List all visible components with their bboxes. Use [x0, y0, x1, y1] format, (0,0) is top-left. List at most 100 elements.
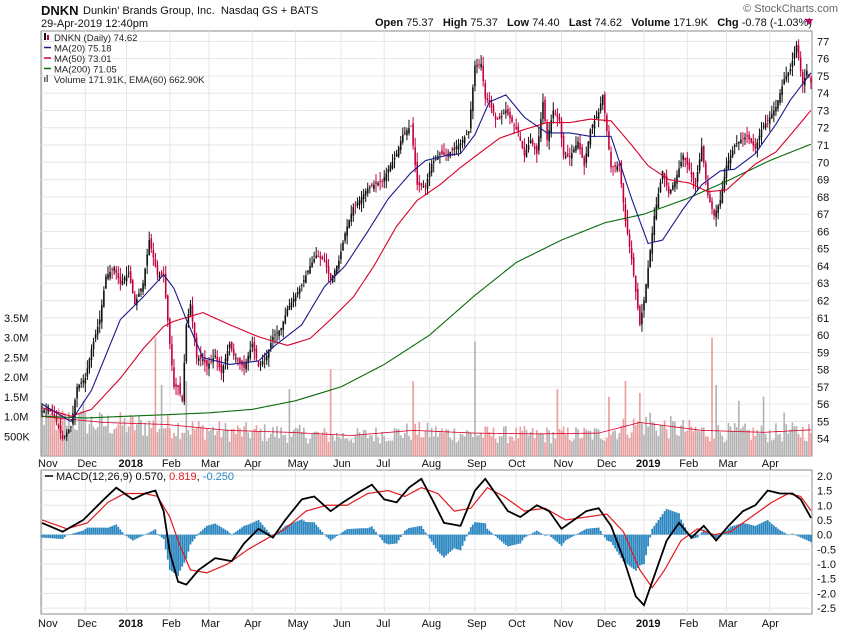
candle-body: [486, 97, 489, 101]
chg-value: -0.78 (-1.03%): [741, 17, 812, 29]
volume-bar: [441, 428, 443, 456]
candle-body: [707, 181, 709, 196]
volume-bar: [490, 436, 493, 456]
volume-bar: [707, 436, 709, 456]
volume-bar: [395, 428, 398, 456]
volume-bar: [311, 434, 313, 456]
company-name: Dunkin' Brands Group, Inc.: [83, 5, 215, 17]
candle-body: [185, 324, 188, 362]
macd-x-tick-label: Apr: [762, 618, 779, 630]
macd-histogram-bar: [127, 534, 130, 538]
candle-body: [606, 115, 608, 132]
volume-bar: [622, 418, 625, 456]
candle-body: [733, 145, 736, 147]
volume-bar: [389, 440, 392, 456]
macd-histogram-bar: [245, 525, 248, 535]
macd-histogram-bar: [370, 526, 373, 535]
candle-body: [426, 179, 429, 189]
macd-histogram-bar: [649, 534, 652, 538]
volume-bar: [158, 428, 161, 456]
candle-body: [399, 140, 402, 150]
macd-histogram-bar: [381, 534, 384, 541]
volume-bar: [474, 341, 476, 456]
volume-bar: [799, 437, 802, 456]
volume-bar: [88, 423, 91, 456]
x-tick-label: 2018: [119, 458, 143, 470]
volume-bar: [70, 430, 72, 456]
macd-x-tick-label: Feb: [679, 618, 698, 630]
macd-histogram-bar: [325, 534, 328, 537]
macd-histogram-bar: [599, 530, 602, 535]
macd-histogram-bar: [88, 527, 91, 535]
macd-histogram-bar: [476, 522, 478, 535]
candle-body: [111, 269, 113, 271]
macd-x-tick-label: 2018: [119, 618, 143, 630]
macd-histogram-bar: [94, 527, 97, 535]
volume-bar: [505, 426, 507, 456]
macd-histogram-bar: [416, 526, 419, 535]
candle-body: [589, 129, 592, 145]
volume-bar: [193, 429, 196, 456]
volume-bar: [437, 436, 439, 456]
macd-histogram-bar: [507, 534, 509, 547]
macd-histogram-bar: [756, 524, 759, 535]
macd-histogram-bar: [185, 534, 188, 559]
volume-bar: [432, 436, 435, 456]
volume-bar: [593, 428, 596, 456]
macd-histogram-bar: [612, 534, 614, 546]
high-label: High: [442, 17, 468, 29]
candle-body: [158, 274, 161, 278]
macd-histogram-bar: [113, 525, 116, 535]
volume-bar: [725, 440, 728, 456]
candle-body: [509, 111, 511, 119]
candle-body: [105, 276, 107, 289]
candle-body: [482, 65, 484, 82]
candle-body: [284, 315, 287, 324]
macd-histogram-bar: [801, 534, 804, 539]
macd-histogram-bar: [758, 523, 761, 535]
volume-bar: [399, 435, 402, 456]
candle-body: [224, 358, 227, 365]
candle-body: [581, 147, 583, 158]
volume-bar: [43, 424, 45, 456]
candle-body: [678, 168, 680, 178]
macd-histogram-bar: [702, 529, 705, 535]
macd-histogram-bar: [647, 534, 650, 547]
candle-body: [525, 150, 528, 157]
candle-body: [562, 136, 565, 156]
macd-histogram-bar: [746, 523, 748, 535]
macd-histogram-bar: [459, 534, 462, 551]
candle-body: [65, 432, 68, 437]
candle-body: [686, 157, 689, 165]
volume-bar: [364, 430, 367, 456]
candle-body: [259, 363, 262, 365]
volume-bar: [535, 430, 538, 456]
macd-histogram-bar: [224, 529, 227, 535]
macd-histogram-bar: [628, 534, 631, 566]
price-tick-label: 55: [817, 416, 829, 428]
volume-bar: [760, 425, 763, 456]
candle-body: [333, 270, 336, 276]
candle-body: [360, 197, 363, 204]
macd-histogram-bar: [443, 534, 445, 558]
macd-histogram-bar: [340, 533, 342, 535]
macd-x-tick-label: May: [288, 618, 309, 630]
macd-histogram-bar: [292, 522, 295, 535]
macd-legend-signal: 0.819: [169, 471, 197, 483]
volume-bar: [686, 430, 689, 456]
macd-histogram-bar: [179, 534, 182, 571]
volume-bar: [228, 441, 231, 456]
volume-bar: [655, 430, 658, 456]
volume-bar: [315, 431, 318, 456]
volume-bar: [397, 428, 400, 456]
macd-histogram-bar: [391, 534, 394, 544]
macd-x-tick-label: Nov: [554, 618, 574, 630]
candle-body: [694, 180, 697, 185]
macd-x-tick-label: Feb: [162, 618, 181, 630]
macd-histogram-bar: [218, 525, 221, 535]
macd-histogram-bar: [92, 527, 95, 535]
macd-histogram-bar: [511, 534, 513, 546]
volume-bar: [502, 426, 505, 456]
volume-bar: [700, 427, 703, 456]
macd-tick-label: -1.5: [817, 574, 836, 586]
